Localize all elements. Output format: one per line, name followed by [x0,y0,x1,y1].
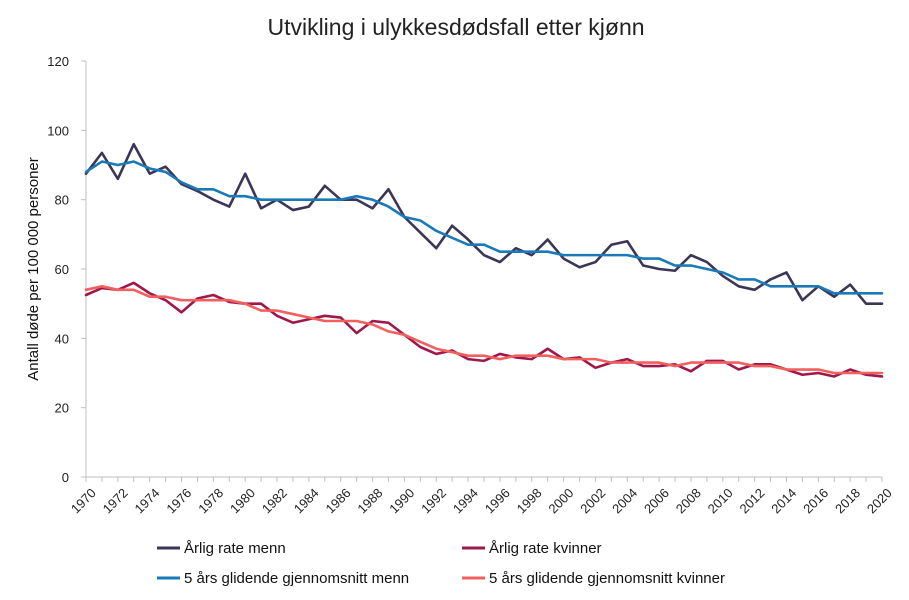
x-tick-label: 2008 [673,485,704,516]
legend-label-2: Årlig rate kvinner [489,540,602,557]
x-tick-label: 1984 [291,485,322,516]
x-tick-label: 1974 [132,485,163,516]
x-tick-label: 1970 [68,485,99,516]
legend-label-3: 5 års glidende gjennomsnitt menn [184,570,409,587]
y-axis-label: Antall døde per 100 000 personer [25,157,42,380]
series-line-2 [84,281,884,378]
legend-label-4: 5 års glidende gjennomsnitt kvinner [489,570,725,587]
legend: Årlig rate menn Årlig rate kvinner 5 års g… [157,540,725,587]
x-tick-label: 2004 [609,485,640,516]
series-line-1 [84,142,884,305]
x-tick-label: 1986 [323,485,354,516]
y-tick-label: 40 [55,331,69,346]
x-tick-label: 1980 [227,485,258,516]
x-tick-label: 1994 [450,485,481,516]
x-tick-label: 1988 [354,485,385,516]
x-tick-label: 1976 [163,485,194,516]
x-tick-label: 1972 [100,485,131,516]
y-tick-label: 120 [47,54,69,69]
x-tick-label: 2020 [864,485,895,516]
chart-title: Utvikling i ulykkesdødsfall etter kjønn [267,14,644,40]
series-line-4 [84,285,884,375]
x-tick-label: 2000 [545,485,576,516]
x-tick-label: 1990 [386,485,417,516]
series-line-3 [84,160,884,295]
y-tick-label: 0 [62,470,69,485]
x-tick-label: 2018 [832,485,863,516]
x-tick-label: 2014 [768,485,799,516]
x-tick-label: 1982 [259,485,290,516]
legend-label-1: Årlig rate menn [184,540,286,557]
series-lines [84,142,884,378]
x-tick-label: 2010 [705,485,736,516]
x-tick-label: 2002 [577,485,608,516]
x-tick-label: 1998 [514,485,545,516]
y-tick-label: 80 [55,193,69,208]
y-tick-label: 60 [55,262,69,277]
x-tick-label: 2016 [800,485,831,516]
x-tick-label: 2006 [641,485,672,516]
x-tick-label: 1996 [482,485,513,516]
x-tick-label: 2012 [736,485,767,516]
x-tick-label: 1992 [418,485,449,516]
y-tick-label: 20 [55,401,69,416]
y-tick-label: 100 [47,123,69,138]
x-tick-label: 1978 [195,485,226,516]
